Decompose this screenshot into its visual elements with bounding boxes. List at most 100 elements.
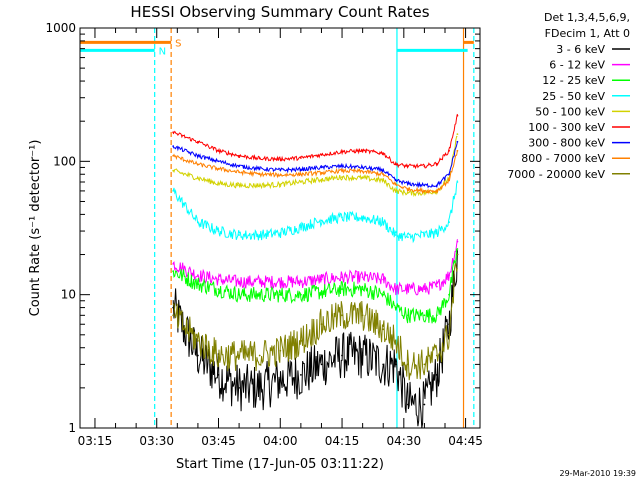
series-6-point-2	[197, 140, 199, 143]
x-tick-label: 03:45	[201, 434, 236, 448]
series-3-point-15	[435, 314, 438, 317]
series-8-point-17	[456, 149, 459, 152]
series-1-point-11	[382, 363, 385, 366]
series-6-point-9	[341, 150, 343, 153]
series-7-point-5	[258, 167, 261, 170]
series-2-point-3	[217, 278, 220, 281]
series-8-point-1	[172, 154, 175, 157]
series-7-point-10	[361, 166, 364, 169]
series-2-point-14	[423, 288, 426, 290]
series-6-point-5	[258, 157, 261, 160]
series-1-point-9	[341, 354, 343, 357]
series-2-point-9	[341, 276, 343, 279]
series-2-point-15	[435, 285, 438, 288]
series-1-point-7	[300, 374, 302, 376]
series-7-point-8	[320, 166, 323, 169]
series-1-point-5	[258, 387, 261, 389]
series-4-point-15	[435, 232, 438, 234]
series-2-point-2	[197, 274, 199, 277]
legend-label-5: 50 - 100 keV	[535, 105, 605, 118]
series-5-point-12	[394, 190, 397, 192]
series-4-point-13	[407, 236, 409, 239]
series-9-point-10	[361, 314, 364, 317]
series-7-point-16	[448, 173, 450, 176]
series-7-point-2	[197, 154, 199, 157]
x-tick-label: 04:45	[448, 434, 483, 448]
legend-label-2: 6 - 12 keV	[549, 59, 605, 72]
series-9-point-14	[423, 363, 426, 366]
legend-label-4: 25 - 50 keV	[542, 90, 605, 103]
series-8-point-2	[197, 163, 199, 166]
series-1-point-1	[172, 306, 175, 309]
series-3-point-8	[320, 290, 323, 293]
series-8-point-9	[341, 169, 343, 172]
series-1-point-10	[361, 354, 364, 357]
series-4-point-7	[300, 226, 302, 229]
series-1-point-8	[320, 363, 323, 366]
series-8-point-6	[279, 174, 282, 176]
series-9-point-6	[279, 349, 282, 352]
series-8-point-3	[217, 167, 220, 170]
series-8-point-15	[435, 190, 438, 192]
series-1-point-6	[279, 378, 282, 381]
series-line-1	[172, 250, 458, 429]
series-6-point-17	[456, 114, 459, 117]
series-line-9	[172, 262, 458, 381]
series-line-6	[172, 113, 458, 170]
series-2-point-10	[361, 276, 364, 279]
series-8-point-16	[448, 179, 450, 182]
chart-title: HESSI Observing Summary Count Rates	[130, 3, 429, 21]
series-1-point-14	[423, 403, 426, 406]
series-5-point-7	[300, 181, 302, 183]
series-7-point-9	[341, 165, 343, 168]
y-tick-label: 1	[68, 421, 76, 435]
series-7-point-3	[217, 160, 220, 163]
series-4-point-9	[341, 216, 343, 219]
series-5-point-17	[456, 133, 459, 136]
series-2-point-12	[394, 288, 397, 290]
timestamp: 29-Mar-2010 19:39	[560, 469, 637, 478]
series-1-point-12	[394, 363, 397, 366]
series-3-point-6	[279, 293, 282, 296]
series-7-point-14	[423, 184, 426, 187]
legend-label-9: 7000 - 20000 keV	[507, 168, 605, 181]
series-8-point-7	[300, 173, 302, 176]
x-tick-label: 04:00	[263, 434, 298, 448]
y-tick-label: 1000	[45, 21, 76, 35]
series-9-point-8	[320, 323, 323, 326]
series-4-point-5	[258, 234, 261, 236]
series-line-4	[172, 180, 458, 244]
series-line-2	[172, 239, 458, 296]
series-4-point-8	[320, 219, 323, 222]
series-1-point-13	[407, 403, 409, 406]
series-3-point-9	[341, 288, 343, 290]
y-axis-label: Count Rate (s⁻¹ detector⁻¹)	[28, 140, 43, 317]
series-2-point-11	[382, 278, 385, 281]
series-6-point-10	[361, 149, 364, 152]
series-5-point-14	[423, 192, 426, 194]
series-4-point-12	[394, 234, 397, 236]
series-7-point-17	[456, 140, 459, 143]
series-6-point-7	[300, 157, 302, 159]
series-4-point-11	[382, 221, 385, 224]
series-7-point-15	[435, 184, 438, 187]
series-2-point-13	[407, 288, 409, 290]
series-line-7	[172, 141, 458, 189]
legend-label-1: 3 - 6 keV	[556, 43, 605, 56]
series-1-point-4	[238, 387, 241, 389]
series-4-point-14	[423, 234, 426, 236]
series-5-point-3	[217, 182, 220, 185]
series-2-point-4	[238, 280, 241, 283]
x-axis-label: Start Time (17-Jun-05 03:11:22)	[176, 457, 384, 472]
legend-header-line-1: Det 1,3,4,5,6,9,	[544, 11, 630, 24]
series-7-point-1	[172, 145, 175, 148]
series-line-8	[172, 150, 458, 195]
legend-label-3: 12 - 25 keV	[542, 74, 605, 87]
series-6-point-6	[279, 158, 282, 161]
series-7-point-6	[279, 169, 282, 172]
series-3-point-2	[197, 283, 199, 285]
series-5-point-4	[238, 184, 241, 187]
series-8-point-10	[361, 170, 364, 173]
series-8-point-8	[320, 171, 323, 174]
